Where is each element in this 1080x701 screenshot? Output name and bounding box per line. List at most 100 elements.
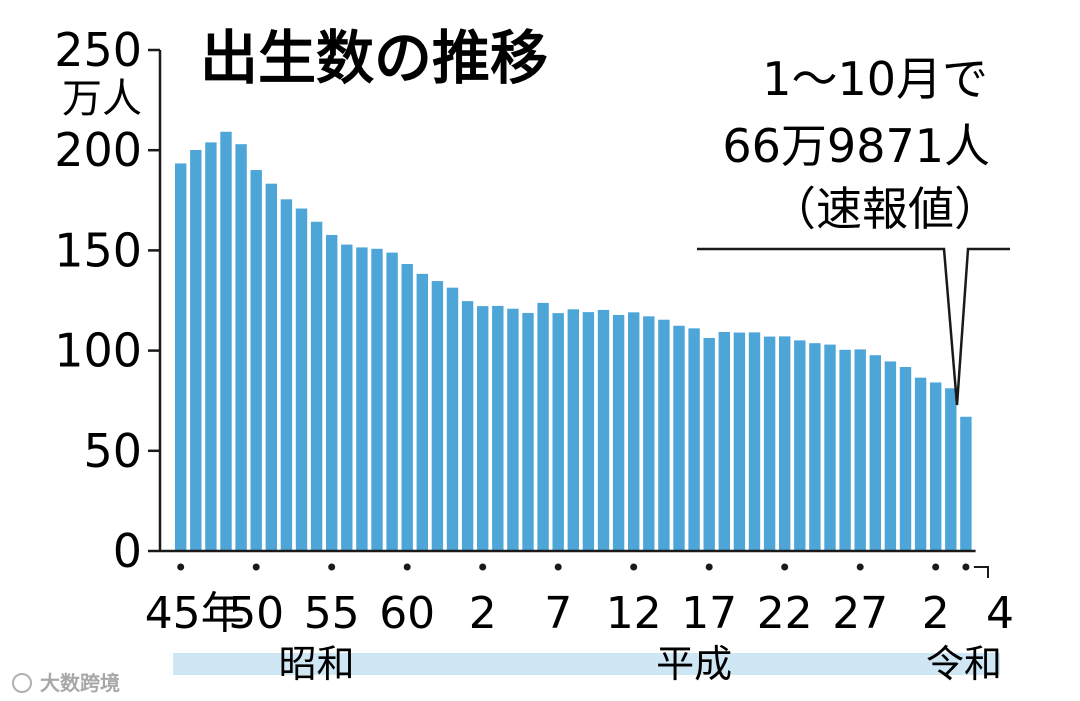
era-label: 平成 [656, 642, 732, 686]
watermark-logo-icon [12, 673, 32, 693]
bar [643, 316, 655, 551]
x-tick-label: 7 [544, 588, 572, 639]
chart-title: 出生数の推移 [200, 24, 548, 92]
bar [914, 377, 927, 551]
era-bands: 昭和 平成 令和 [173, 642, 1002, 686]
bar [371, 248, 383, 551]
era-label: 昭和 [279, 642, 355, 686]
x-tick-dot [705, 563, 713, 571]
bar [326, 234, 338, 552]
era-band [173, 653, 461, 675]
x-tick-label: 55 [304, 588, 360, 639]
bar [824, 344, 836, 551]
bar [295, 208, 308, 551]
x-tick-label: 2 [469, 588, 497, 639]
bar [673, 325, 685, 551]
callout: 1〜10月で 66万9871人 （速報値） [697, 52, 1010, 406]
x-tick-label: 17 [681, 588, 737, 639]
x-tick-label: 4 [986, 588, 1014, 639]
bar [884, 361, 897, 551]
bar [401, 264, 413, 551]
x-tick-bracket [973, 566, 989, 578]
x-tick-label: 50 [228, 588, 284, 639]
y-tick-label: 0 [113, 524, 142, 578]
y-unit-top: 250 [54, 23, 142, 77]
bar [477, 306, 489, 551]
bar [310, 221, 323, 551]
bar [416, 273, 428, 551]
x-tick-dot [856, 563, 864, 571]
bar [899, 367, 912, 551]
x-tick-dot [403, 563, 411, 571]
bar [280, 199, 293, 551]
x-tick-label: 22 [757, 588, 813, 639]
bar [356, 247, 368, 552]
y-axis-ticks: 0 50 100 150 200 [54, 48, 162, 578]
bar [612, 314, 625, 551]
bar [492, 305, 504, 551]
y-tick-label: 150 [54, 223, 142, 277]
bar [235, 144, 247, 552]
bar [446, 287, 459, 551]
bars [175, 131, 972, 552]
y-tick-label: 200 [54, 123, 142, 177]
bar [628, 312, 640, 551]
bar [220, 131, 232, 552]
bar [507, 308, 519, 551]
x-tick-dot [252, 563, 260, 571]
bar [763, 336, 776, 551]
bar [582, 312, 595, 551]
x-tick-label: 27 [832, 588, 888, 639]
callout-pointer [697, 247, 1010, 406]
bar [341, 244, 353, 552]
y-unit-label: 万人 [62, 76, 142, 122]
x-tick-label: 2 [922, 588, 950, 639]
y-tick-label: 100 [54, 324, 142, 378]
x-tick-dot [177, 563, 185, 571]
x-tick-dot [630, 563, 638, 571]
bar [718, 331, 730, 551]
bar [748, 332, 761, 551]
bar [688, 328, 700, 551]
bar [250, 170, 262, 551]
callout-line2: 66万9871人 [722, 119, 990, 173]
bar [552, 313, 564, 551]
bar [960, 416, 972, 551]
bar [809, 343, 821, 551]
bar [854, 349, 866, 551]
y-tick-label: 50 [83, 424, 142, 478]
bar [265, 183, 277, 551]
x-tick-dot [479, 563, 487, 571]
bar [175, 163, 187, 552]
x-tick-label: 12 [606, 588, 662, 639]
x-tick-label: 45年 [145, 588, 245, 639]
x-tick-dot [328, 563, 336, 571]
bar [205, 142, 217, 551]
callout-line3: （速報値） [770, 182, 1000, 236]
watermark-text: 大数跨境 [40, 671, 120, 695]
bar [794, 340, 806, 551]
bar [703, 337, 715, 551]
watermark: 大数跨境 [12, 671, 120, 695]
era-label: 令和 [926, 642, 1002, 686]
x-tick-dot [932, 563, 940, 571]
bar [839, 349, 851, 551]
era-band [928, 653, 1000, 675]
bar [537, 302, 549, 551]
era-band [459, 653, 929, 675]
bar [461, 301, 474, 551]
x-tick-dot [554, 563, 562, 571]
bar [522, 312, 534, 551]
bar [597, 309, 610, 551]
bar [386, 252, 398, 551]
bar [190, 149, 202, 551]
x-tick-dot [962, 563, 970, 571]
bar [930, 382, 942, 551]
callout-line1: 1〜10月で [762, 52, 988, 106]
bar [779, 336, 791, 551]
bar [733, 332, 746, 551]
bar [869, 355, 881, 551]
bar [945, 388, 957, 551]
